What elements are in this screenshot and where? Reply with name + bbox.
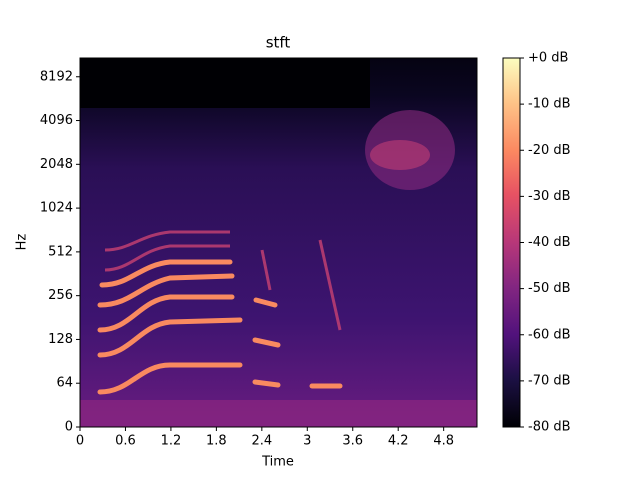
colorbar-tick-label: +0 dB: [528, 51, 568, 66]
x-tick-label: 2.4: [251, 434, 272, 449]
x-tick-label: 0: [76, 434, 84, 449]
x-tick-label: 1.2: [161, 434, 182, 449]
y-tick-label: 128: [48, 332, 73, 347]
y-tick-label: 0: [65, 420, 73, 435]
colorbar-tick-label: -50 dB: [528, 281, 571, 296]
x-tick-label: 0.6: [115, 434, 136, 449]
colorbar-tick-label: -80 dB: [528, 420, 571, 435]
colorbar-tick-label: -10 dB: [528, 97, 571, 112]
spectrogram-image: [80, 58, 477, 427]
y-tick-label: 4096: [40, 113, 73, 128]
y-tick-label: 1024: [40, 201, 73, 216]
plot-frame: [79, 57, 478, 428]
colorbar-tick-label: -60 dB: [528, 327, 571, 342]
colorbar-tick-label: -40 dB: [528, 235, 571, 250]
y-tick-label: 8192: [40, 69, 73, 84]
x-tick-label: 1.8: [206, 434, 227, 449]
colorbar-tick-label: -30 dB: [528, 189, 571, 204]
x-tick-label: 3: [303, 434, 311, 449]
y-axis-label: Hz: [15, 234, 30, 251]
y-tick-label: 256: [48, 288, 73, 303]
x-tick-label: 4.2: [388, 434, 409, 449]
x-tick-label: 4.8: [433, 434, 454, 449]
y-tick-label: 64: [56, 376, 73, 391]
colorbar: [502, 57, 521, 428]
colorbar-tick-label: -20 dB: [528, 143, 571, 158]
x-axis-label: Time: [261, 455, 294, 470]
colorbar-tick-label: -70 dB: [528, 373, 571, 388]
chart-title: stft: [266, 34, 291, 52]
x-tick-label: 3.6: [342, 434, 363, 449]
y-tick-label: 2048: [40, 157, 73, 172]
y-tick-label: 512: [48, 244, 73, 259]
